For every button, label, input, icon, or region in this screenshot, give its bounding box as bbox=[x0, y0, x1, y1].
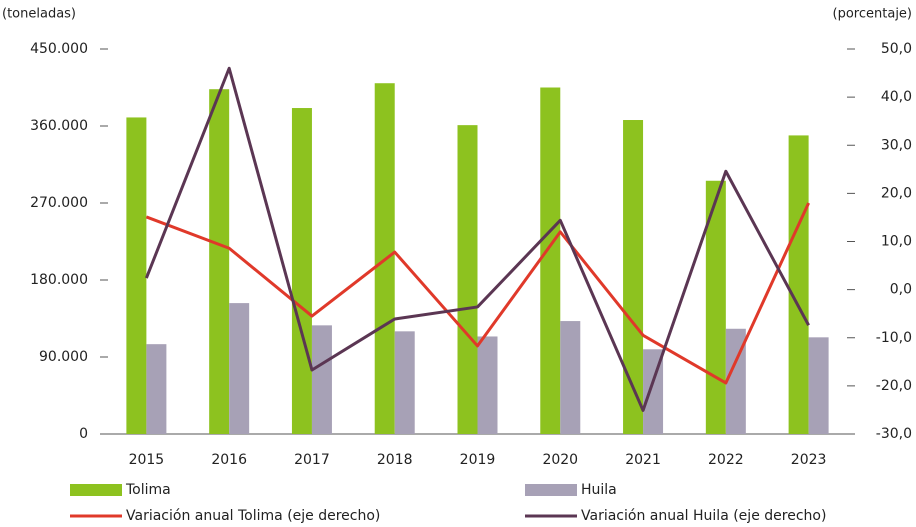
x-tick-label: 2020 bbox=[542, 452, 578, 468]
legend-label: Tolima bbox=[125, 482, 171, 498]
y-tick-label: 450.000 bbox=[30, 41, 88, 57]
legend-label: Variación anual Tolima (eje derecho) bbox=[126, 508, 380, 524]
bar bbox=[560, 321, 581, 434]
y2-tick-label: -30,0 bbox=[876, 426, 912, 442]
y2-tick-label: -20,0 bbox=[876, 378, 912, 394]
y2-tick-label: 50,0 bbox=[881, 41, 912, 57]
y2-axis-label: (porcentaje) bbox=[833, 7, 912, 22]
x-tick-label: 2023 bbox=[791, 452, 827, 468]
y-tick-label: 270.000 bbox=[30, 195, 88, 211]
bar bbox=[311, 325, 332, 434]
bar bbox=[705, 180, 726, 434]
y2-tick-label: 10,0 bbox=[881, 234, 912, 250]
legend-label: Huila bbox=[581, 482, 617, 498]
y2-tick-label: 0,0 bbox=[890, 282, 912, 298]
line-series bbox=[145, 202, 810, 385]
y-tick-label: 90.000 bbox=[39, 349, 88, 365]
bar bbox=[146, 344, 167, 434]
bar bbox=[808, 337, 829, 434]
bar bbox=[725, 328, 746, 434]
y2-tick-label: -10,0 bbox=[876, 330, 912, 346]
y-tick-label: 0 bbox=[79, 426, 88, 442]
y-axis-label: (toneladas) bbox=[2, 7, 76, 22]
y-tick-label: 360.000 bbox=[30, 118, 88, 134]
bar bbox=[540, 87, 561, 434]
x-tick-label: 2019 bbox=[460, 452, 496, 468]
bar bbox=[209, 89, 230, 434]
line-series bbox=[144, 66, 810, 412]
bar bbox=[291, 108, 312, 435]
y-tick-label: 180.000 bbox=[30, 272, 88, 288]
x-tick-label: 2021 bbox=[625, 452, 661, 468]
legend-swatch bbox=[525, 484, 577, 496]
bar bbox=[623, 120, 644, 434]
bar bbox=[229, 303, 250, 434]
legend-swatch bbox=[70, 484, 122, 496]
legend-label: Variación anual Huila (eje derecho) bbox=[581, 508, 826, 524]
y2-tick-label: 40,0 bbox=[881, 89, 912, 105]
bar bbox=[126, 117, 147, 434]
x-tick-label: 2017 bbox=[294, 452, 330, 468]
bar bbox=[788, 135, 809, 434]
x-tick-label: 2018 bbox=[377, 452, 413, 468]
x-tick-label: 2015 bbox=[129, 452, 165, 468]
bar bbox=[477, 336, 498, 434]
bar bbox=[457, 125, 478, 435]
bar bbox=[394, 331, 415, 434]
x-tick-label: 2022 bbox=[708, 452, 744, 468]
y2-tick-label: 20,0 bbox=[881, 185, 912, 201]
x-tick-label: 2016 bbox=[211, 452, 247, 468]
y2-tick-label: 30,0 bbox=[881, 137, 912, 153]
